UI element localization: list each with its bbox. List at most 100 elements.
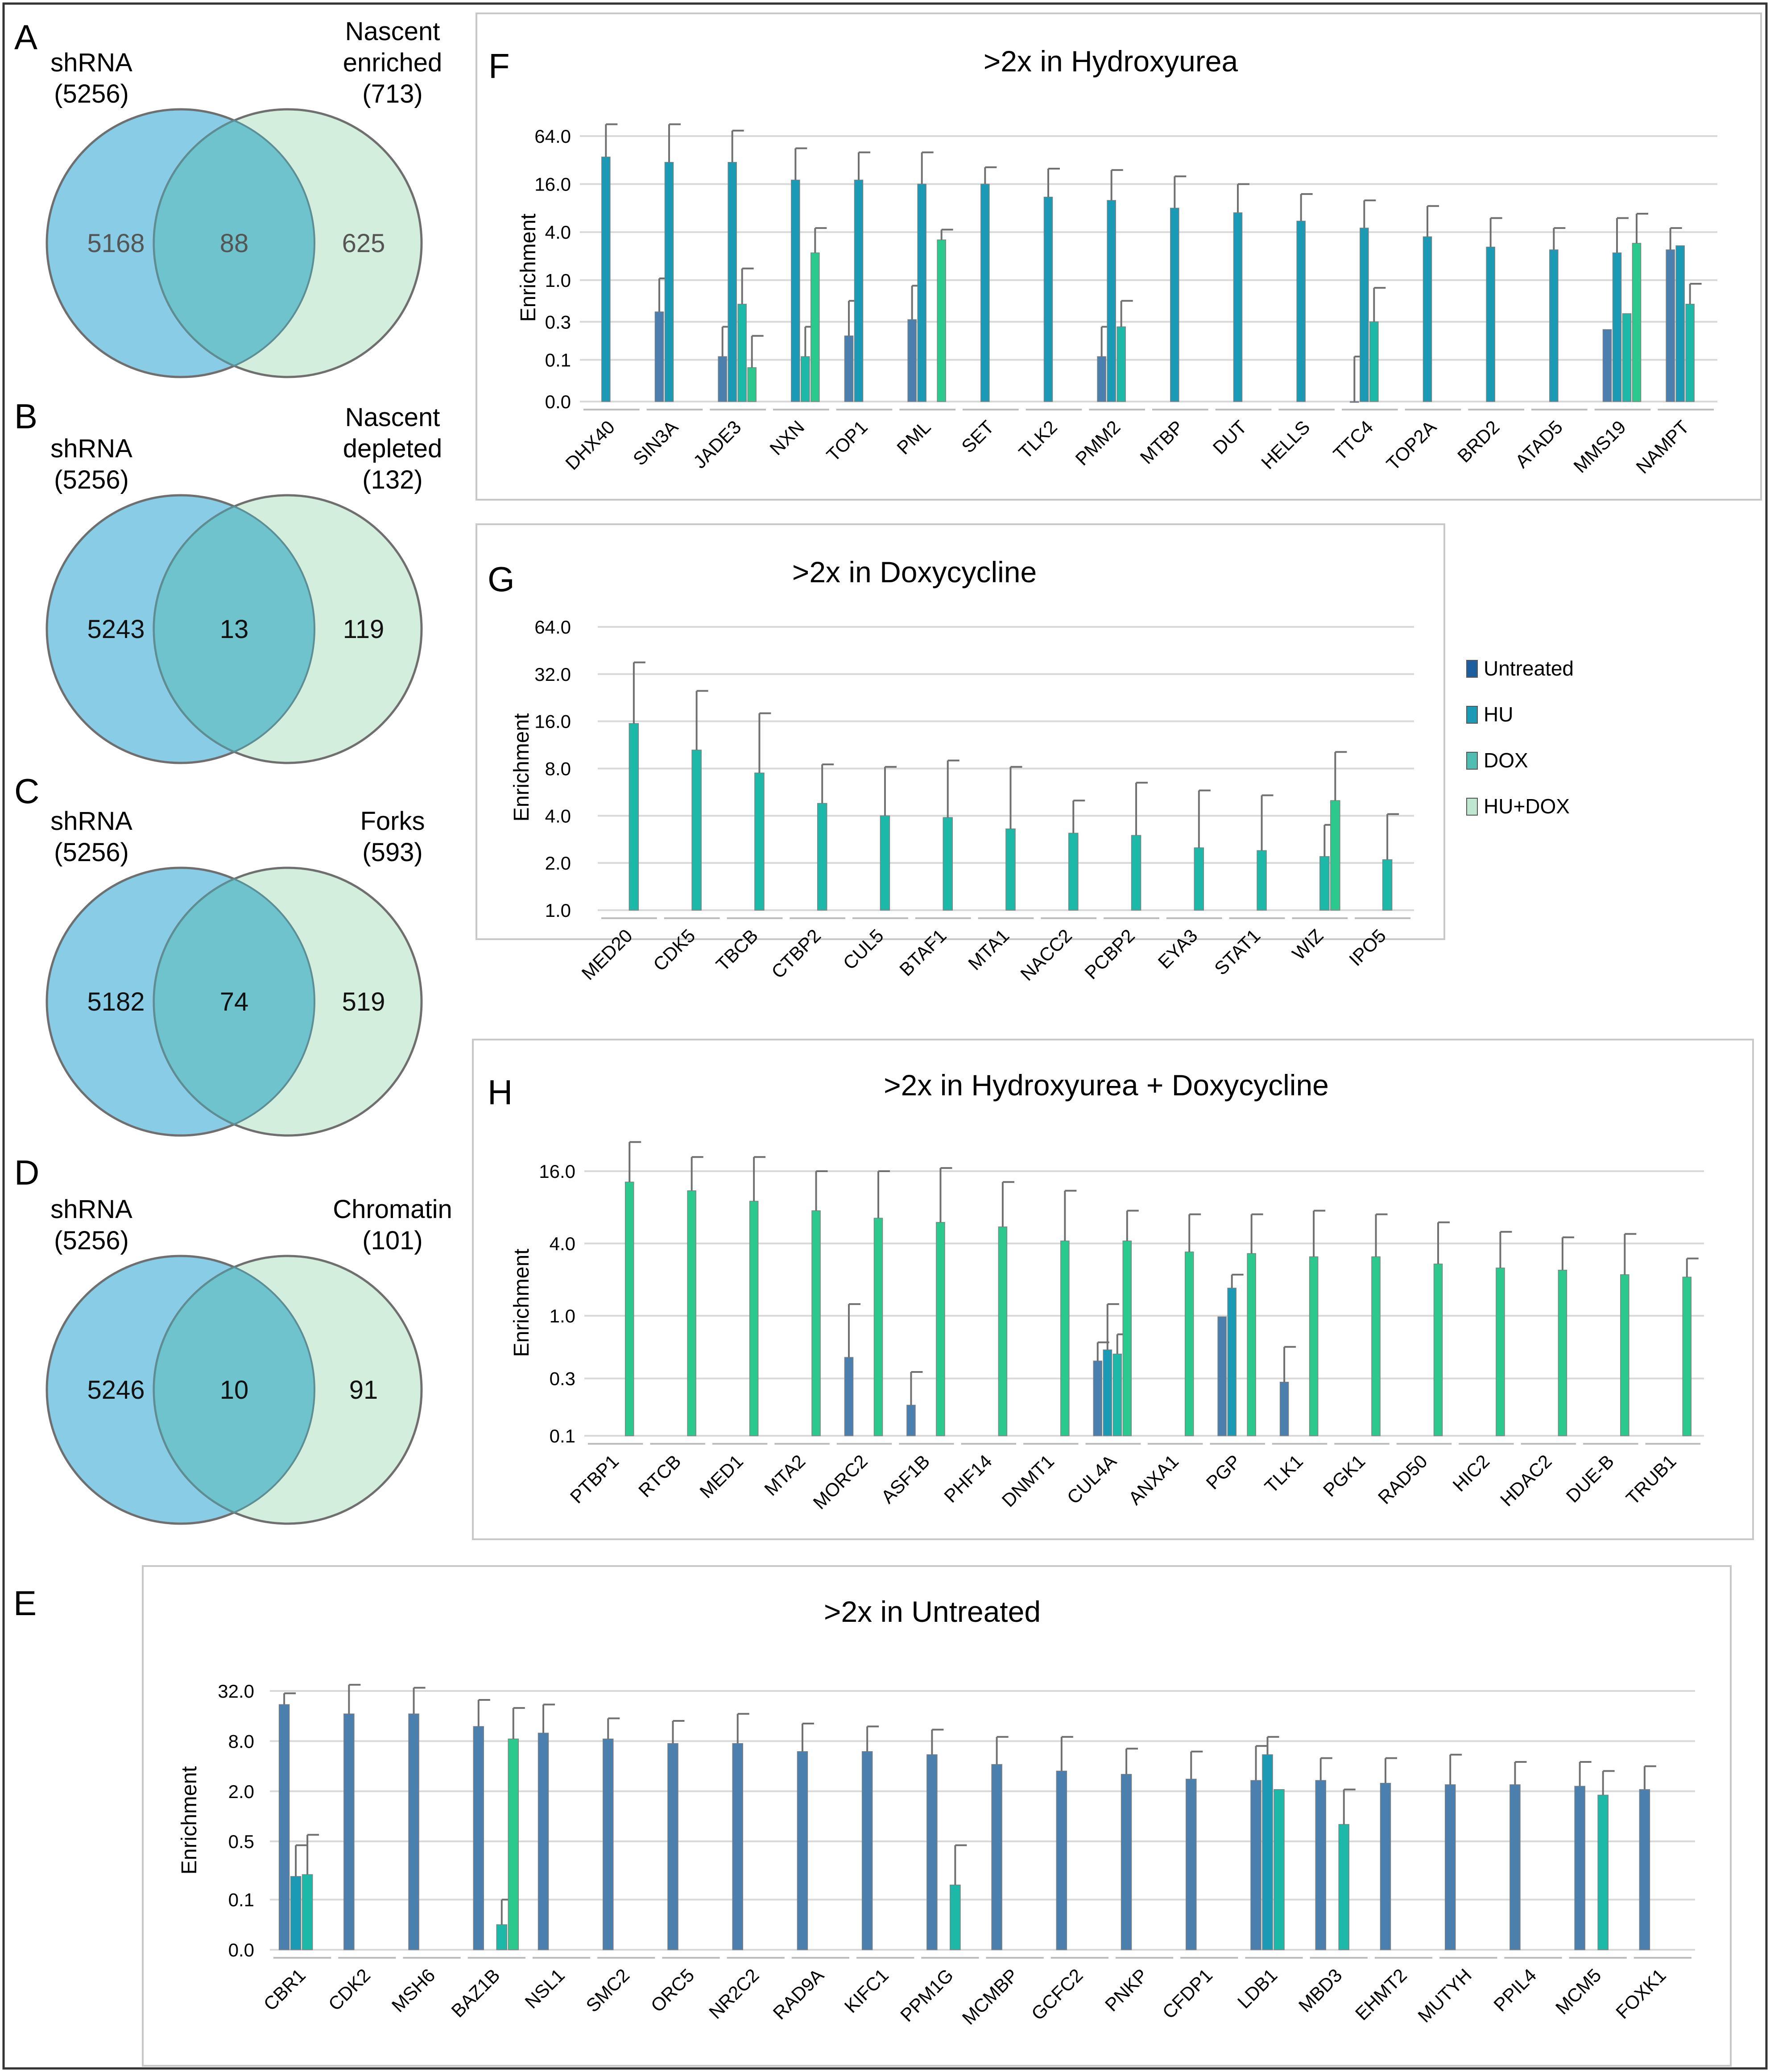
panel-e: E >2x in Untreated Enrichment 0.0 0.1 0.5 2.0…: [13, 1565, 1732, 2067]
bar-jade3-hu: [728, 162, 737, 402]
venn-left-only-count: 5168: [87, 229, 145, 258]
bar-mcmbp-untreated: [991, 1764, 1002, 1950]
venn-right-label: enriched: [343, 48, 442, 77]
bar-mtbp-hu: [1170, 207, 1179, 402]
bar-jade3-hu-dox: [747, 367, 757, 402]
bar-btaf1-dox: [943, 817, 953, 911]
panel-letter-b: B: [14, 397, 37, 436]
venn-right-only-count: 91: [349, 1376, 378, 1405]
legend-swatch: [1466, 752, 1478, 770]
bar-nr2c2-untreated: [732, 1743, 743, 1950]
bar-set-hu: [980, 183, 990, 402]
y-tick-label: 16.0: [539, 1161, 575, 1182]
legend-swatch: [1466, 660, 1478, 678]
panel-letter-g: G: [488, 559, 515, 599]
y-axis-label: Enrichment: [517, 214, 540, 322]
bar-top1-hu: [854, 179, 864, 402]
y-tick-label: 32.0: [534, 664, 571, 685]
y-tick-label: 0.3: [550, 1368, 575, 1389]
bar-ptbp1-hu-dox: [624, 1181, 634, 1436]
y-axis-label: Enrichment: [510, 1249, 533, 1357]
bar-hdac2-hu-dox: [1558, 1269, 1567, 1436]
venn-left-label: shRNA: [50, 434, 132, 463]
chart-title: >2x in Untreated: [824, 1595, 1041, 1628]
venn-right-only-count: 519: [342, 987, 385, 1016]
venn-left-count: (5256): [54, 79, 129, 108]
venn-right-label: Forks: [360, 807, 425, 836]
y-tick-label: 4.0: [550, 1233, 575, 1254]
venn-left-label: shRNA: [50, 807, 132, 836]
bar-mbd3-dox: [1338, 1824, 1349, 1950]
bar-top2a-hu: [1423, 236, 1432, 402]
bar-tbcb-dox: [754, 772, 765, 911]
bar-cdk5-dox: [691, 750, 702, 911]
venn-left-count: (5256): [54, 838, 129, 867]
legend: Untreated HU DOX HU+DOX: [1466, 657, 1574, 818]
bar-ppm1g-dox: [950, 1884, 961, 1950]
bar-ehmt2-untreated: [1380, 1782, 1391, 1950]
bar-med20-dox: [629, 723, 639, 911]
venn-right-only-count: 625: [342, 229, 385, 258]
y-tick-label: 64.0: [534, 126, 571, 147]
panel-letter-f: F: [488, 46, 510, 86]
bar-nxn-dox: [801, 356, 810, 402]
bar-foxk1-untreated: [1639, 1789, 1650, 1950]
y-tick-label: 0.1: [550, 1426, 575, 1446]
y-tick-label: 0.0: [228, 1939, 254, 1960]
bar-mms19-untreated: [1602, 329, 1612, 402]
y-tick-label: 0.1: [545, 350, 571, 371]
venn-overlap-count: 88: [220, 229, 249, 258]
venn-left-count: (5256): [54, 465, 129, 494]
bar-ldb1-dox: [1274, 1789, 1285, 1950]
bar-pmm2-untreated: [1097, 356, 1106, 402]
bar-ttc4-dox: [1369, 321, 1379, 402]
bar-asf1b-untreated: [906, 1405, 916, 1436]
bar-pmm2-dox: [1117, 326, 1126, 402]
bar-phf14-hu-dox: [998, 1227, 1008, 1436]
bar-pgp-hu: [1227, 1288, 1237, 1436]
y-tick-label: 16.0: [534, 711, 571, 732]
bar-nampt-untreated: [1666, 249, 1675, 402]
bar-ldb1-untreated: [1250, 1780, 1261, 1950]
y-tick-label: 4.0: [545, 222, 571, 243]
bar-mta1-dox: [1005, 828, 1016, 911]
venn-overlap: [153, 1266, 315, 1514]
bar-mms19-hu: [1612, 252, 1622, 402]
bar-cfdp1-untreated: [1186, 1778, 1197, 1950]
bar-msh6-untreated: [408, 1713, 419, 1950]
bar-morc2-untreated: [844, 1357, 854, 1436]
bar-wiz-dox: [1319, 856, 1330, 911]
legend-label: DOX: [1484, 749, 1528, 772]
bar-ctbp2-dox: [817, 803, 827, 911]
venn-left-count: (5256): [54, 1226, 129, 1255]
bar-morc2-hu-dox: [873, 1218, 883, 1436]
panel-letter-c: C: [14, 771, 39, 811]
bar-mcm5-dox: [1597, 1794, 1609, 1950]
bar-dnmt1-hu-dox: [1060, 1240, 1070, 1436]
bar-sin3a-untreated: [654, 311, 664, 402]
bar-rad50-hu-dox: [1433, 1264, 1443, 1436]
bar-tlk2-hu: [1043, 196, 1053, 402]
venn-right-count: (593): [362, 838, 422, 867]
bar-due-b-hu-dox: [1620, 1274, 1629, 1436]
bar-tlk1-untreated: [1279, 1381, 1289, 1436]
bar-baz1b-hu-dox: [508, 1738, 519, 1950]
bar-cul4a-untreated: [1093, 1360, 1103, 1436]
bar-top1-untreated: [844, 335, 854, 402]
bar-nxn-hu-dox: [811, 252, 820, 402]
bar-ldb1-hu: [1262, 1754, 1273, 1950]
bar-nacc2-dox: [1068, 833, 1079, 911]
bar-brd2-hu: [1486, 246, 1495, 402]
panel-letter-a: A: [14, 17, 37, 57]
panel-h-frame: [472, 1039, 1754, 1540]
venn-left-label: shRNA: [50, 48, 132, 77]
legend-swatch: [1466, 798, 1478, 816]
bar-orc5-untreated: [667, 1743, 678, 1950]
bar-baz1b-dox: [496, 1924, 508, 1950]
bar-jade3-dox: [737, 303, 747, 402]
y-tick-label: 0.1: [228, 1890, 254, 1910]
